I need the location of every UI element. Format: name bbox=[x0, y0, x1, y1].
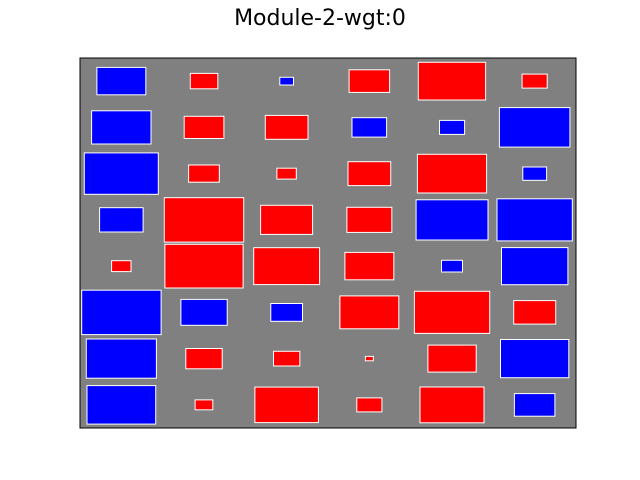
hinton-cell-r0-c5 bbox=[521, 73, 548, 89]
hinton-cell-r6-c1 bbox=[185, 348, 223, 370]
hinton-cell-r1-c3 bbox=[351, 117, 388, 138]
hinton-cell-r5-c3 bbox=[339, 295, 400, 330]
hinton-cell-r4-c0 bbox=[111, 260, 132, 273]
hinton-cell-r5-c0 bbox=[81, 289, 162, 336]
hinton-cell-r6-c0 bbox=[85, 338, 157, 379]
hinton-cell-r2-c4 bbox=[416, 153, 488, 194]
hinton-cell-r3-c5 bbox=[496, 198, 573, 242]
hinton-cell-r3-c0 bbox=[99, 207, 144, 233]
hinton-cell-r7-c4 bbox=[419, 386, 485, 424]
plot-area bbox=[79, 57, 577, 429]
hinton-cell-r3-c1 bbox=[163, 197, 245, 243]
hinton-cell-r1-c5 bbox=[498, 107, 571, 148]
hinton-cell-r7-c1 bbox=[194, 399, 214, 411]
hinton-cell-r1-c2 bbox=[264, 114, 309, 140]
hinton-cell-r7-c0 bbox=[86, 385, 157, 425]
hinton-cell-r1-c0 bbox=[91, 110, 152, 145]
hinton-cell-r3-c4 bbox=[415, 199, 489, 241]
hinton-cell-r4-c2 bbox=[253, 247, 321, 286]
cells-group bbox=[81, 61, 573, 425]
hinton-cell-r6-c2 bbox=[273, 350, 301, 367]
hinton-cell-r4-c5 bbox=[501, 247, 569, 286]
hinton-cell-r1-c1 bbox=[183, 115, 225, 140]
hinton-cell-r5-c4 bbox=[413, 290, 491, 334]
hinton-cell-r2-c0 bbox=[83, 152, 159, 195]
hinton-cell-r7-c5 bbox=[513, 393, 556, 417]
hinton-cell-r2-c2 bbox=[276, 167, 297, 180]
hinton-cell-r1-c4 bbox=[439, 119, 466, 135]
hinton-cell-r0-c0 bbox=[96, 66, 147, 96]
hinton-cell-r3-c2 bbox=[260, 204, 314, 235]
hinton-cell-r4-c3 bbox=[344, 251, 395, 281]
hinton-cell-r6-c3 bbox=[364, 355, 374, 362]
hinton-cell-r7-c3 bbox=[356, 397, 383, 413]
hinton-cell-r6-c5 bbox=[500, 339, 570, 379]
hinton-cell-r0-c2 bbox=[279, 76, 294, 86]
hinton-cell-r2-c3 bbox=[347, 161, 392, 187]
hinton-cell-r5-c1 bbox=[180, 298, 228, 326]
hinton-cell-r5-c5 bbox=[513, 300, 557, 325]
hinton-cell-r3-c3 bbox=[346, 206, 393, 233]
hinton-cell-r0-c3 bbox=[348, 69, 391, 93]
hinton-cell-r4-c4 bbox=[441, 259, 463, 273]
hinton-cell-r2-c5 bbox=[522, 166, 548, 181]
hinton-cell-r6-c4 bbox=[427, 344, 477, 373]
hinton-cell-r4-c1 bbox=[164, 243, 244, 289]
chart-title: Module-2-wgt:0 bbox=[234, 6, 406, 31]
hinton-cell-r0-c1 bbox=[189, 72, 219, 90]
hinton-cell-r7-c2 bbox=[254, 386, 319, 424]
hinton-cell-r0-c4 bbox=[417, 61, 487, 101]
hinton-cell-r2-c1 bbox=[188, 164, 220, 183]
hinton-cell-r5-c2 bbox=[270, 303, 303, 322]
